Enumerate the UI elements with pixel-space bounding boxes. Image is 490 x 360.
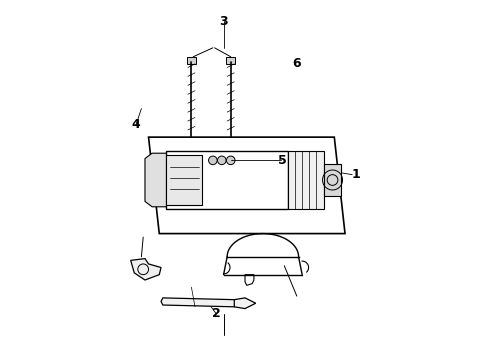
Bar xyxy=(226,57,235,64)
Text: 4: 4 xyxy=(132,118,141,131)
Text: 2: 2 xyxy=(212,307,221,320)
Text: 3: 3 xyxy=(219,14,228,27)
Circle shape xyxy=(209,156,217,165)
Text: 1: 1 xyxy=(351,168,360,181)
Bar xyxy=(187,57,196,64)
Polygon shape xyxy=(288,152,323,208)
Circle shape xyxy=(226,156,235,165)
Polygon shape xyxy=(167,155,202,205)
Text: 5: 5 xyxy=(278,154,287,167)
Polygon shape xyxy=(161,298,238,307)
Polygon shape xyxy=(131,258,161,280)
Polygon shape xyxy=(234,298,256,309)
Circle shape xyxy=(218,156,226,165)
Polygon shape xyxy=(145,153,167,207)
Polygon shape xyxy=(323,164,342,196)
Text: 6: 6 xyxy=(293,57,301,71)
